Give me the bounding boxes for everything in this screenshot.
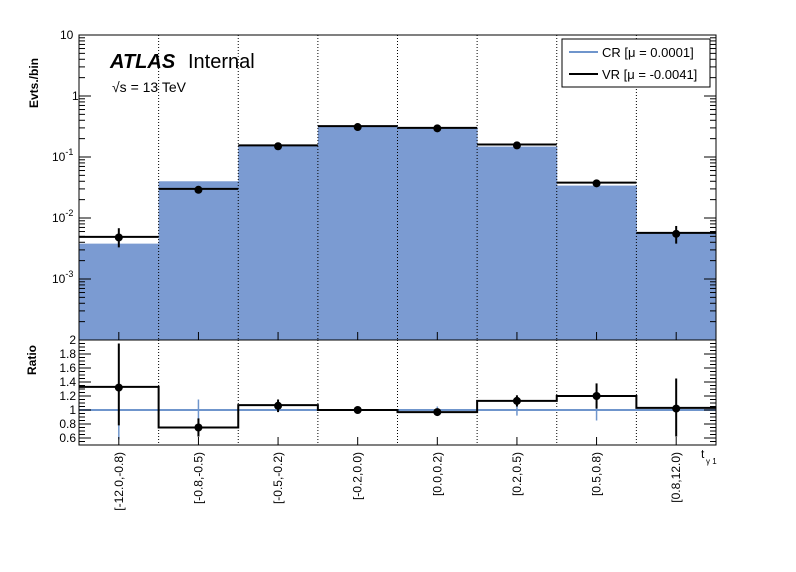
y-tick-label: 1 bbox=[72, 89, 79, 103]
ratio-point bbox=[512, 396, 521, 405]
ratio-data-points bbox=[114, 343, 681, 437]
data-point bbox=[114, 233, 123, 242]
x-tick-label: [0.8,12.0) bbox=[669, 452, 683, 503]
y-tick-label: 10-2 bbox=[52, 208, 73, 225]
x-tick-label: [-0.2,0.0) bbox=[351, 452, 365, 500]
cr-bar bbox=[397, 127, 478, 341]
ratio-point bbox=[194, 423, 203, 432]
cr-bar bbox=[556, 185, 637, 340]
ratio-y-tick-label: 1.8 bbox=[59, 347, 76, 361]
legend: CR [μ = 0.0001] VR [μ = -0.0041] bbox=[561, 38, 711, 88]
cr-bar bbox=[238, 145, 319, 340]
ratio-point bbox=[114, 383, 123, 392]
ratio-y-axis-label: Ratio bbox=[25, 345, 39, 375]
legend-vr-label: VR [μ = -0.0041] bbox=[602, 67, 697, 82]
top-y-ticks bbox=[79, 37, 716, 341]
x-tick-label: [-0.8,-0.5) bbox=[191, 452, 205, 504]
ratio-panel: 0.60.811.21.41.61.82 Ratio [-12.0,-0.8)[… bbox=[25, 333, 717, 511]
cr-bar bbox=[158, 181, 239, 340]
legend-cr-label: CR [μ = 0.0001] bbox=[602, 45, 694, 60]
top-y-tick-labels: 10-3 10-2 10-1 1 10 bbox=[52, 28, 79, 286]
y-tick-label: 10-3 bbox=[52, 269, 73, 286]
data-points bbox=[114, 123, 681, 248]
x-axis-label: t bbox=[701, 447, 705, 461]
cr-histogram-fill bbox=[79, 126, 717, 341]
cr-bar bbox=[79, 243, 160, 340]
ratio-y-tick-labels: 0.60.811.21.41.61.82 bbox=[59, 333, 76, 445]
ratio-y-tick-label: 1.2 bbox=[59, 389, 76, 403]
cr-bar bbox=[477, 146, 558, 340]
data-point bbox=[194, 185, 203, 194]
cr-bar bbox=[636, 233, 717, 340]
ratio-frame bbox=[78, 339, 717, 446]
x-tick-label: [0.0,0.2) bbox=[430, 452, 444, 496]
data-point bbox=[592, 179, 601, 188]
ratio-y-tick-label: 0.6 bbox=[59, 431, 76, 445]
x-tick-label: [0.2,0.5) bbox=[510, 452, 524, 496]
data-point bbox=[512, 141, 521, 150]
ratio-y-tick-label: 2 bbox=[69, 333, 76, 347]
ratio-point bbox=[353, 406, 362, 414]
x-tick-label: [0.5,0.8) bbox=[590, 452, 604, 496]
data-point bbox=[353, 123, 362, 132]
top-panel: 10-3 10-2 10-1 1 10 Evts./bin ATLAS Internal… bbox=[27, 28, 717, 341]
ratio-point bbox=[274, 401, 283, 410]
x-axis-label-sub: γ 1 bbox=[706, 457, 717, 466]
ratio-y-ticks bbox=[79, 339, 716, 446]
x-tick-labels: [-12.0,-0.8) [-0.8,-0.5) [-0.5,-0.2) [-0.2,… bbox=[112, 452, 683, 511]
x-tick-label: [-12.0,-0.8) bbox=[112, 452, 126, 511]
ratio-y-tick-label: 0.8 bbox=[59, 417, 76, 431]
data-point bbox=[672, 229, 681, 238]
ratio-point bbox=[592, 392, 601, 400]
x-tick-label: [-0.5,-0.2) bbox=[271, 452, 285, 504]
energy-label: √s = 13 TeV bbox=[112, 79, 187, 95]
ratio-y-tick-label: 1.4 bbox=[59, 375, 76, 389]
y-tick-label: 10-1 bbox=[52, 147, 73, 164]
y-tick-label: 10 bbox=[60, 28, 74, 42]
ratio-point bbox=[433, 408, 442, 417]
cr-bar bbox=[317, 126, 398, 340]
top-y-axis-label: Evts./bin bbox=[27, 58, 41, 108]
data-point bbox=[433, 124, 442, 133]
atlas-label: ATLAS bbox=[109, 51, 176, 73]
ratio-y-tick-label: 1 bbox=[69, 403, 76, 417]
atlas-sub-label: Internal bbox=[188, 51, 255, 73]
ratio-point bbox=[672, 404, 681, 413]
ratio-y-tick-label: 1.6 bbox=[59, 361, 76, 375]
data-point bbox=[274, 142, 283, 151]
